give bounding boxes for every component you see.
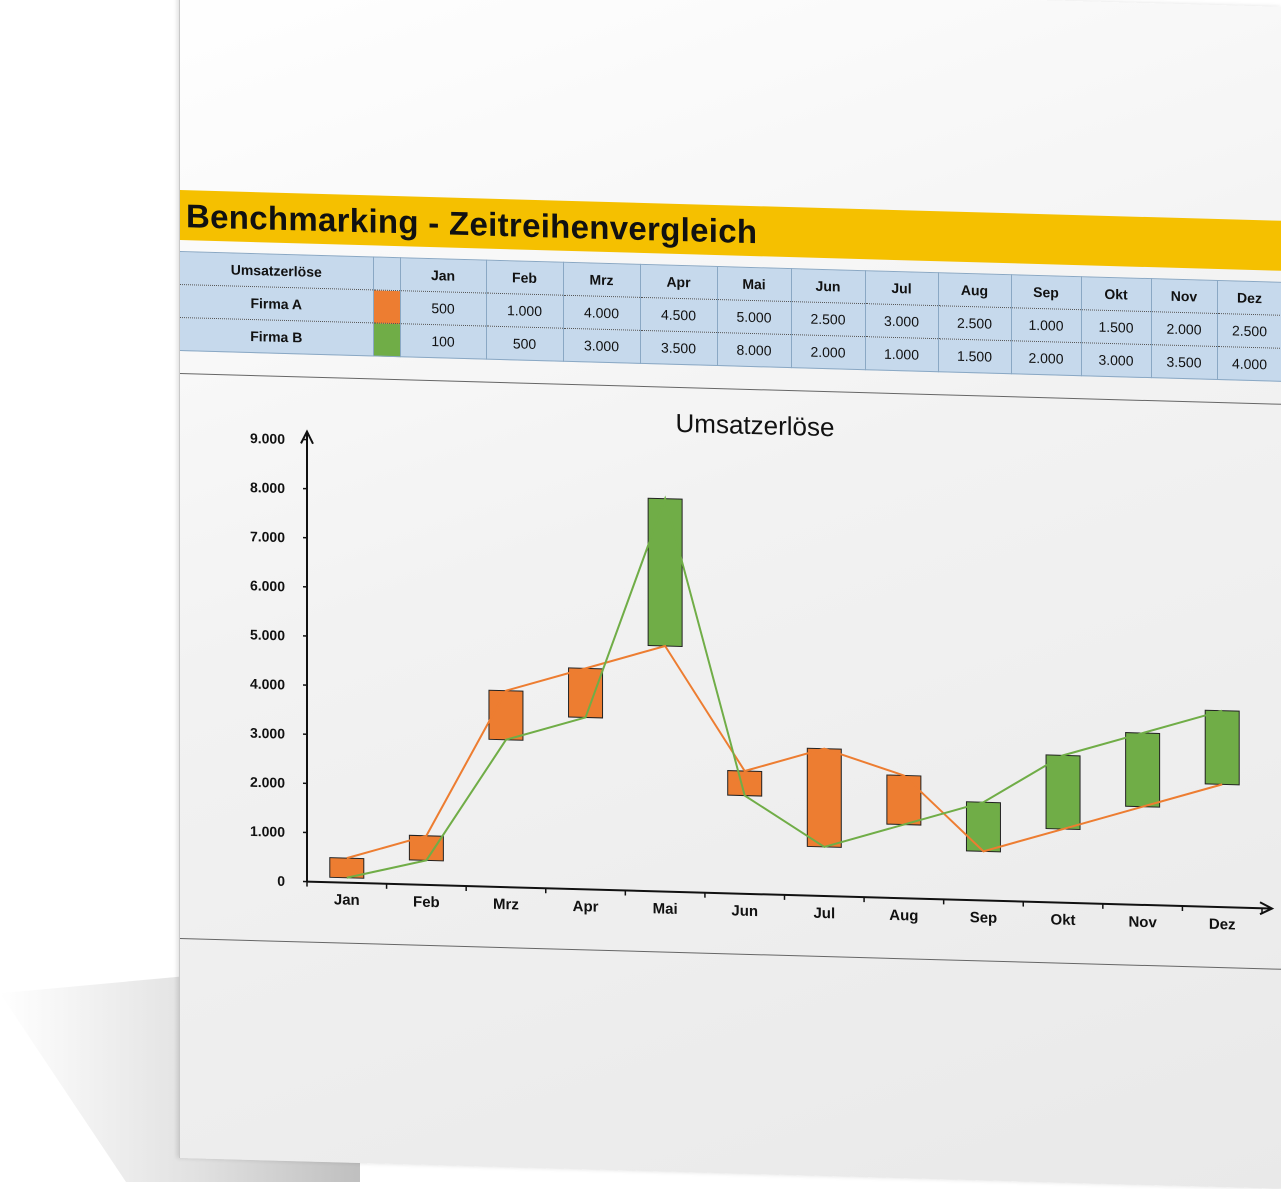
y-tick-label: 9.000 [250,430,285,447]
y-tick-label: 8.000 [250,479,285,496]
table-cell[interactable]: 3.000 [1081,343,1151,378]
up-down-bar [807,748,841,847]
month-header: Feb [486,260,563,295]
color-swatch-firma-a [373,290,400,324]
up-down-bar [1205,710,1239,785]
up-down-bar [887,775,921,825]
data-table: Umsatzerlöse Jan Feb Mrz Apr Mai Jun Jul… [180,251,1281,382]
table-cell[interactable]: 3.000 [865,304,938,339]
table-cell[interactable]: 4.500 [640,297,717,332]
month-header: Jul [865,271,938,306]
color-swatch-firma-b [373,323,400,357]
month-header: Jun [791,269,865,304]
x-tick-label: Mrz [493,896,519,914]
x-tick-label: Aug [889,907,918,925]
y-tick-label: 0 [277,873,285,889]
up-down-bar [648,498,682,646]
month-header: Okt [1081,277,1151,312]
swatch-header-cell [373,257,400,291]
x-tick-label: Nov [1128,914,1157,932]
month-header: Aug [938,273,1011,308]
x-axis-line [307,882,1270,909]
chart-svg: 0 1.000 2.000 3.000 4.000 5.000 6.000 7.000 8.00… [180,388,1281,954]
month-header: Nov [1151,279,1217,314]
month-header: Dez [1217,280,1281,315]
x-tick-label: Jul [813,905,835,923]
table-cell[interactable]: 100 [400,324,486,359]
up-down-bar [489,690,523,740]
y-tick-label: 7.000 [250,528,285,545]
table-cell[interactable]: 4.000 [563,295,640,330]
worksheet-page: Benchmarking - Zeitreihenvergleich Umsat… [179,0,1281,1189]
table-cell[interactable]: 2.000 [1151,312,1217,347]
page-title: Benchmarking - Zeitreihenvergleich [186,197,757,251]
up-down-bar [569,668,603,718]
row-name: Firma B [180,318,373,356]
series-line-firma-a [347,637,1222,882]
table-cell[interactable]: 500 [486,326,563,361]
y-tick-label: 1.000 [250,823,285,840]
table-cell[interactable]: 8.000 [717,333,791,368]
table-cell[interactable]: 5.000 [717,300,791,335]
up-down-bar [1046,755,1080,830]
up-down-bar [966,802,1000,852]
table-cell[interactable]: 3.500 [640,330,717,365]
x-tick-label: Mai [653,900,678,918]
row-name: Firma A [180,285,373,323]
month-header: Sep [1011,275,1081,310]
y-tick-label: 4.000 [250,676,285,693]
table-cell[interactable]: 1.000 [1011,308,1081,343]
y-tick-label: 5.000 [250,626,285,643]
x-tick-label: Feb [413,894,440,912]
month-header: Apr [640,264,717,299]
up-down-bar [1126,733,1160,808]
y-tick-label: 6.000 [250,577,285,594]
table-cell[interactable]: 4.000 [1217,346,1281,381]
table-cell[interactable]: 1.000 [865,337,938,372]
table-cell[interactable]: 1.000 [486,293,563,328]
table-cell[interactable]: 3.500 [1151,345,1217,380]
month-header: Mrz [563,262,640,297]
table-cell[interactable]: 500 [400,291,486,326]
table-cell[interactable]: 1.500 [1081,310,1151,345]
x-tick-label: Jan [334,891,360,909]
table-cell[interactable]: 2.000 [791,335,865,370]
y-tick-label: 2.000 [250,774,285,791]
x-tick-label: Apr [573,898,599,916]
header-label: Umsatzerlöse [180,252,373,290]
series-line-firma-b [347,490,1222,902]
x-tick-label: Sep [970,909,998,927]
x-tick-label: Dez [1209,916,1236,934]
x-tick-label: Okt [1051,911,1076,929]
x-tick-label: Jun [731,902,758,920]
month-header: Mai [717,267,791,302]
table-cell[interactable]: 2.500 [791,302,865,337]
table-cell[interactable]: 3.000 [563,328,640,363]
table-cell[interactable]: 2.500 [938,306,1011,341]
table-cell[interactable]: 2.500 [1217,313,1281,348]
table-cell[interactable]: 2.000 [1011,341,1081,376]
y-tick-label: 3.000 [250,725,285,742]
month-header: Jan [400,258,486,293]
table-cell[interactable]: 1.500 [938,339,1011,374]
